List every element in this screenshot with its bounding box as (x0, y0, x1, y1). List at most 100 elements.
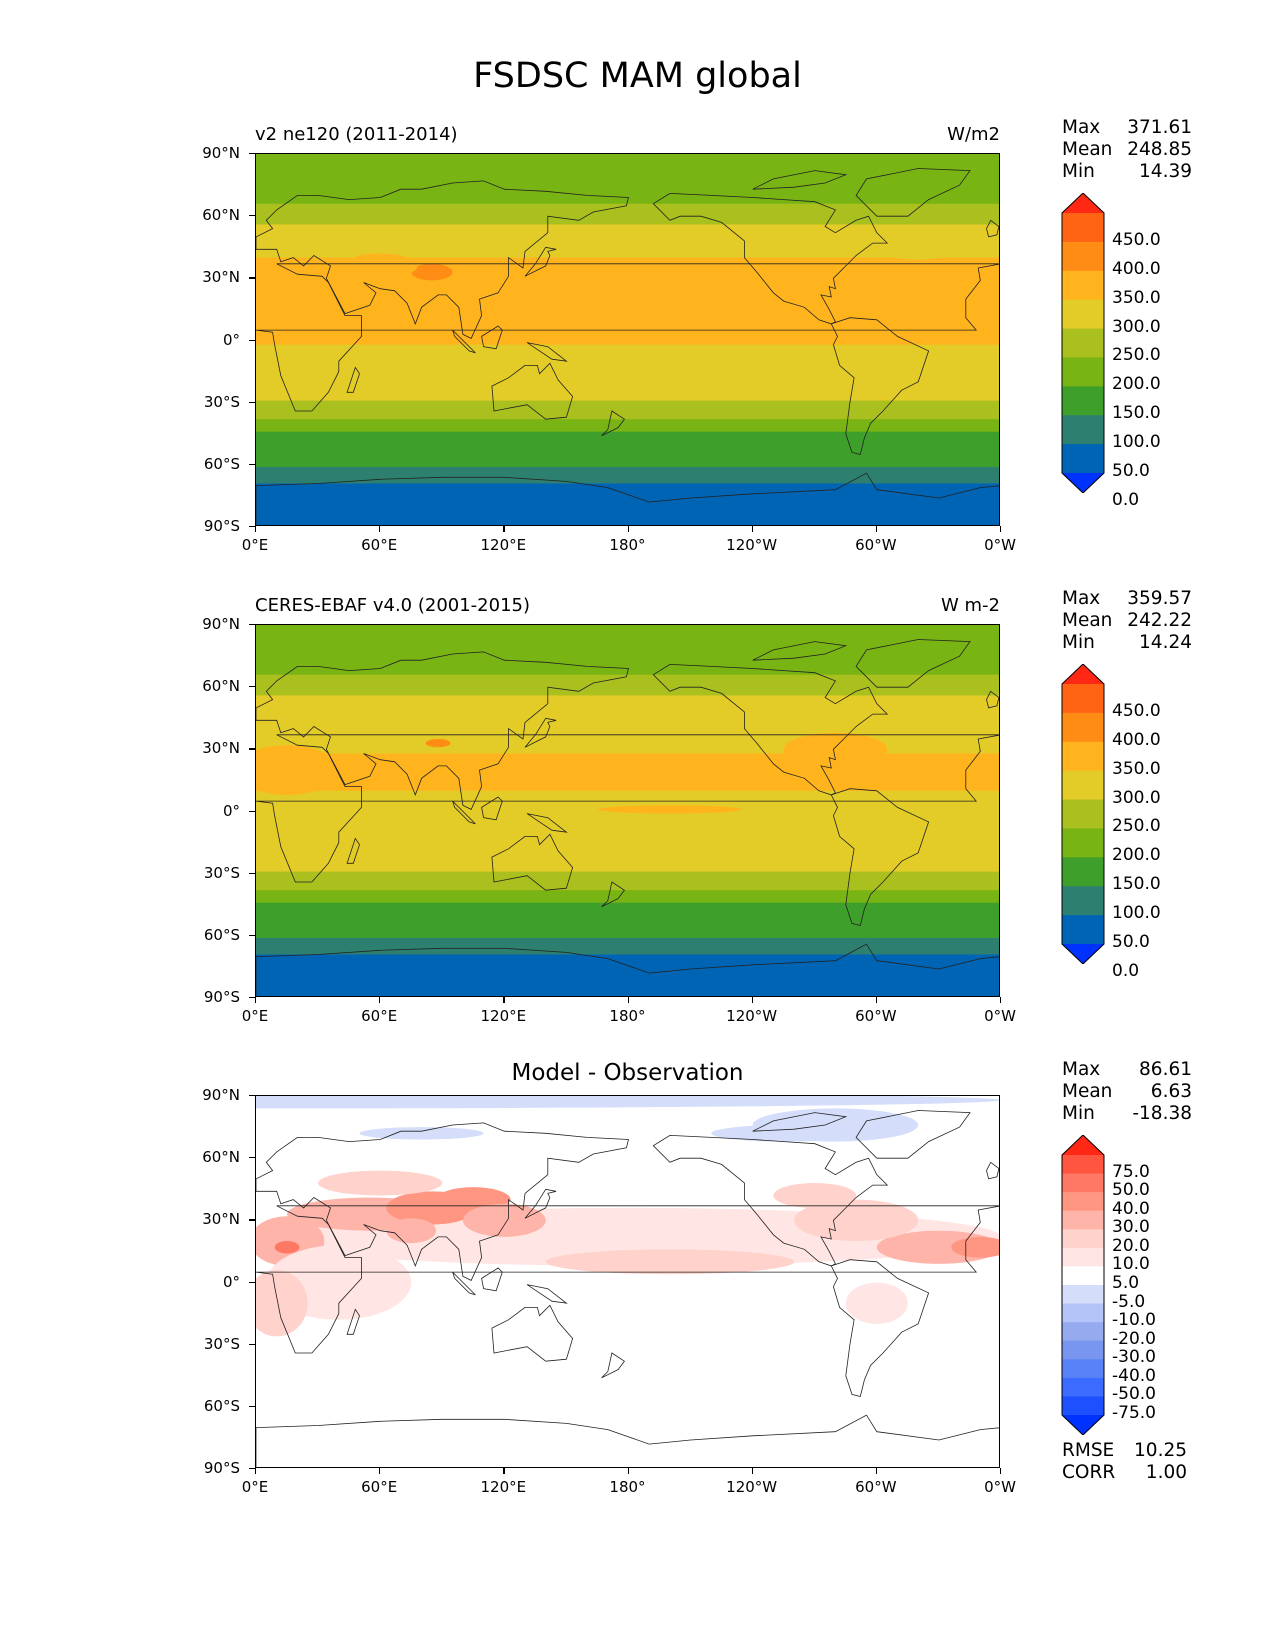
lat-tick-label: 30°N (202, 739, 240, 758)
coastline (830, 788, 930, 926)
colorbar-tick-label: 350.0 (1112, 758, 1161, 779)
stats-model: Max 371.61 Mean 248.85 Min 14.39 (1062, 117, 1192, 183)
lat-tick-label: 60°S (203, 454, 240, 473)
colorbar-segment (1062, 770, 1104, 801)
colorbar-outline (1061, 1135, 1105, 1435)
anomaly-patch (256, 1270, 308, 1337)
panel-difference: Model - Observation Max 86.61 Mean 6.63 Mi… (0, 942, 1275, 1496)
colorbar-segment (1062, 741, 1104, 772)
panel-subtitle-center: Model - Observation (511, 1060, 744, 1086)
corr-value: 1.00 (1145, 1462, 1187, 1483)
coastline (652, 663, 889, 796)
lon-tick-label: 0°W (984, 1478, 1016, 1496)
lat-tick-mark (249, 624, 255, 626)
coastline (491, 833, 574, 891)
lat-tick-mark (249, 339, 255, 341)
lat-tick-mark (249, 401, 255, 403)
contour-patch (545, 267, 795, 310)
stat-label: Max (1062, 1059, 1101, 1080)
panel-subtitle-left: v2 ne120 (2011-2014) (255, 124, 458, 145)
colorbar-segment (1062, 1247, 1104, 1267)
colorbar-tick-label: -50.0 (1112, 1384, 1156, 1405)
lon-tick-mark (255, 526, 257, 532)
colorbar-segment (1062, 415, 1104, 445)
stat-label: Mean (1062, 610, 1113, 631)
coastline (256, 180, 630, 339)
lat-tick-mark (249, 748, 255, 750)
stat-value: -18.38 (1132, 1103, 1192, 1124)
colorbar-tick-label: 100.0 (1112, 903, 1161, 924)
lon-tick-mark (503, 526, 505, 532)
lon-tick-mark (379, 997, 381, 1003)
contour-band (256, 954, 999, 996)
anomaly-patch (256, 1096, 999, 1109)
coastline (752, 170, 848, 190)
stat-label: Min (1062, 632, 1095, 653)
colorbar-tick-label: 300.0 (1112, 316, 1161, 337)
colorbar-tick-label: 100.0 (1112, 432, 1161, 453)
colorbar-segment (1062, 1192, 1104, 1212)
colorbar-segment (1062, 444, 1104, 474)
panel-units: W/m2 (947, 124, 1000, 145)
coastline (346, 366, 360, 393)
contour-band (256, 319, 999, 346)
coastline (256, 651, 630, 810)
contour-band (256, 431, 999, 449)
colorbar-segment (1062, 213, 1104, 243)
coastline (830, 317, 930, 455)
anomaly-patch (711, 1125, 857, 1142)
stat-label: Max (1062, 117, 1101, 138)
contour-band (256, 871, 999, 891)
lat-tick-mark (249, 1219, 255, 1221)
panel-model: v2 ne120 (2011-2014) W/m2 Max 371.61 Mean… (0, 0, 1275, 554)
colorbar-tick-label: 150.0 (1112, 403, 1161, 424)
coastline (346, 1308, 360, 1335)
lon-tick-mark (751, 997, 753, 1003)
coastline (652, 1134, 889, 1267)
lon-tick-label: 180° (609, 1007, 646, 1025)
lon-tick-label: 120°W (726, 1007, 778, 1025)
map-difference (255, 1095, 1000, 1468)
coastline (601, 410, 625, 437)
lon-tick-label: 120°W (726, 1478, 778, 1496)
colorbar-tick-label: 150.0 (1112, 874, 1161, 895)
anomaly-patch (274, 1241, 300, 1254)
lon-tick-label: 0°E (241, 1478, 269, 1496)
colorbar-tick-label: 50.0 (1112, 461, 1150, 481)
lat-tick-label: 60°N (202, 206, 240, 225)
colorbar-tick-label: 400.0 (1112, 258, 1161, 279)
lon-tick-mark (503, 997, 505, 1003)
lon-tick-mark (627, 526, 629, 532)
colorbar-segment (1062, 1377, 1104, 1397)
coastlines (256, 639, 999, 996)
contour-band (256, 902, 999, 920)
lat-tick-mark (249, 153, 255, 155)
lat-tick-label: 60°S (203, 925, 240, 944)
colorbar-segment (1062, 357, 1104, 387)
lon-tick-label: 0°E (241, 536, 269, 554)
stat-value: 248.85 (1127, 139, 1192, 160)
colorbar-tick-label: -5.0 (1112, 1291, 1146, 1312)
coastlines (256, 1110, 999, 1467)
coastline (524, 717, 557, 748)
stat-value: 14.24 (1139, 632, 1192, 653)
coastlines (256, 168, 999, 525)
colorbar-segment (1062, 1396, 1104, 1416)
contour-band (256, 400, 999, 420)
lat-tick-label: 0° (222, 801, 240, 820)
lat-tick-label: 90°S (203, 988, 240, 1006)
stat-value: 14.39 (1139, 161, 1192, 182)
coastline (526, 342, 568, 362)
coastline (256, 1414, 999, 1467)
coastline (481, 1267, 503, 1292)
colorbar-tick-label: 5.0 (1112, 1273, 1140, 1293)
coastline (256, 1122, 630, 1281)
lat-tick-mark (249, 934, 255, 937)
colorbar-model (1061, 193, 1105, 493)
lon-tick-mark (379, 1468, 381, 1474)
lat-tick-label: 30°S (203, 863, 240, 882)
coastline (986, 690, 999, 709)
coastline (256, 263, 999, 412)
anomaly-patch (545, 1249, 795, 1275)
colorbar-segment (1062, 857, 1104, 887)
